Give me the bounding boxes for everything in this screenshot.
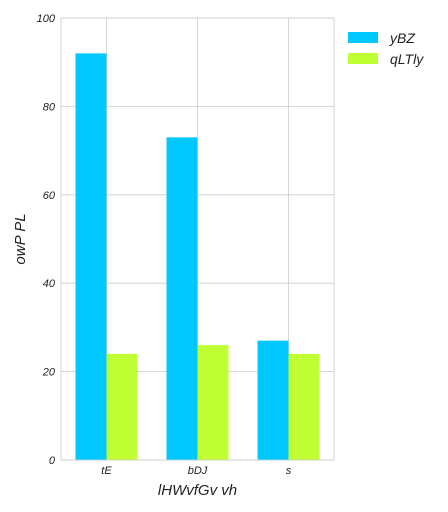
legend-swatch-qLTly [348, 53, 378, 64]
y-tick-label: 40 [43, 278, 56, 290]
y-tick-labels: 0 20 40 60 80 100 [37, 13, 56, 467]
legend-swatch-yBZ [348, 32, 378, 43]
legend: yBZ qLTly [348, 30, 424, 67]
y-tick-label: 20 [42, 367, 56, 379]
bar-yBZ-bDJ [166, 137, 198, 460]
legend-label-qLTly: qLTly [390, 51, 424, 67]
bar-qLTly-tE [106, 353, 138, 460]
x-tick-label: s [286, 465, 292, 477]
x-tick-label: tE [101, 465, 112, 477]
legend-label-yBZ: yBZ [389, 30, 415, 46]
x-axis-label: lHWvfGv vh [158, 482, 237, 499]
x-tick-labels: tE bDJ s [101, 465, 291, 477]
bar-qLTly-bDJ [197, 345, 229, 460]
plot-frame [60, 17, 335, 461]
y-tick-label: 100 [37, 13, 56, 25]
y-tick-label: 80 [43, 101, 56, 113]
x-tick-label: bDJ [188, 465, 208, 477]
bar-yBZ-tE [75, 53, 107, 461]
bars [75, 53, 320, 461]
bar-qLTly-s [288, 353, 320, 460]
y-tick-label: 0 [49, 455, 56, 467]
y-axis-label: owP PL [12, 213, 29, 264]
y-tick-label: 60 [43, 190, 56, 202]
bar-yBZ-s [257, 340, 289, 460]
